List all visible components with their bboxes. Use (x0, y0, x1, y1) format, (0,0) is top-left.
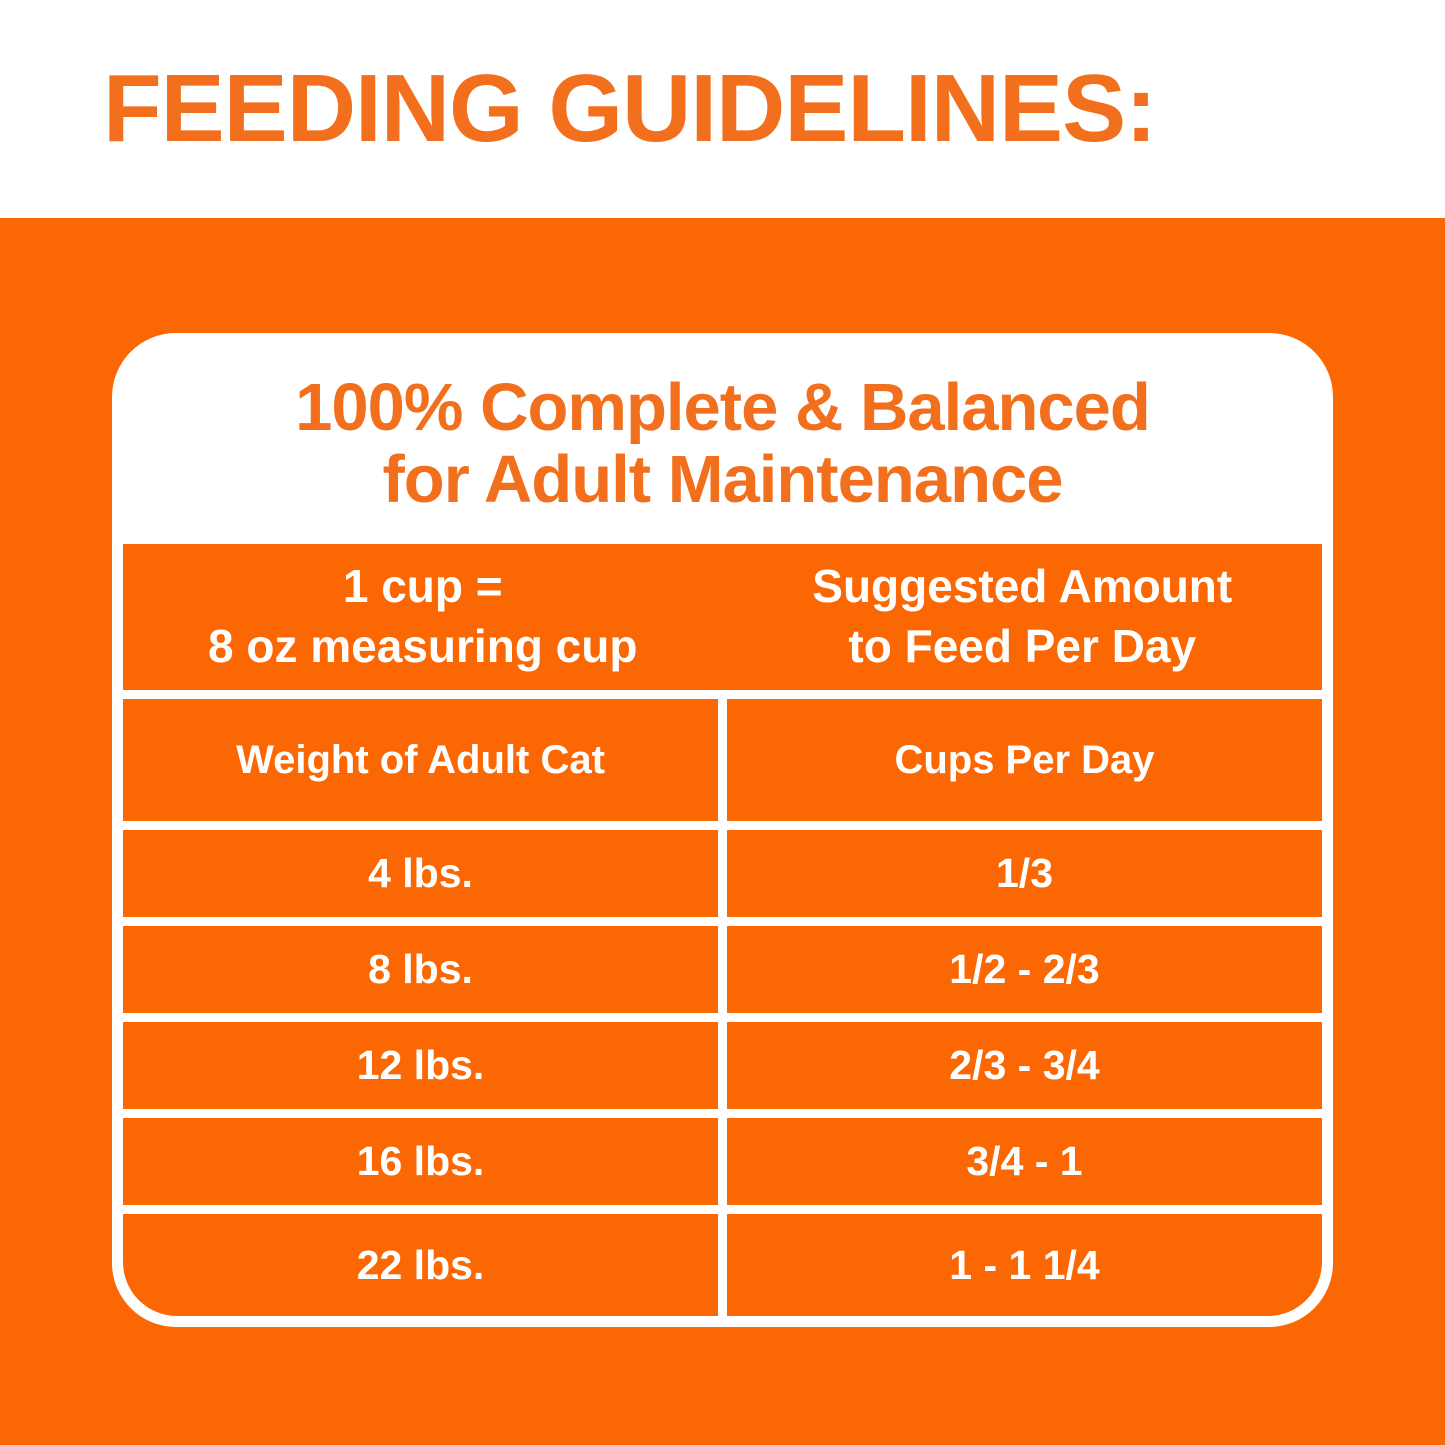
table-info-row: 1 cup = 8 oz measuring cup Suggested Amo… (123, 544, 1322, 690)
table-row-weight: 8 lbs. (123, 926, 718, 1013)
card-heading-line1: 100% Complete & Balanced (295, 370, 1151, 446)
suggested-amount-header: Suggested Amount to Feed Per Day (723, 557, 1323, 677)
suggested-amount-line1: Suggested Amount (812, 560, 1233, 613)
orange-background: 100% Complete & Balanced for Adult Maint… (0, 218, 1445, 1445)
table-row-cups: 2/3 - 3/4 (727, 1022, 1322, 1109)
column-header-weight: Weight of Adult Cat (123, 699, 718, 821)
cup-definition: 1 cup = 8 oz measuring cup (123, 557, 723, 677)
card-heading-line2: for Adult Maintenance (382, 442, 1063, 517)
card-heading: 100% Complete & Balanced for Adult Maint… (123, 344, 1322, 544)
cup-definition-line1: 1 cup = (342, 560, 503, 613)
table-row-weight: 12 lbs. (123, 1022, 718, 1109)
column-header-cups: Cups Per Day (727, 699, 1322, 821)
table-row-cups: 1/3 (727, 830, 1322, 917)
table-row-weight: 4 lbs. (123, 830, 718, 917)
table-row-cups: 3/4 - 1 (727, 1118, 1322, 1205)
table-row-cups: 1 - 1 1/4 (727, 1214, 1322, 1316)
suggested-amount-line2: to Feed Per Day (848, 620, 1197, 672)
table-row-cups: 1/2 - 2/3 (727, 926, 1322, 1013)
page-title: FEEDING GUIDELINES: (103, 55, 1157, 162)
table-row-weight: 22 lbs. (123, 1214, 718, 1316)
guidelines-card: 100% Complete & Balanced for Adult Maint… (112, 333, 1333, 1327)
table-row-weight: 16 lbs. (123, 1118, 718, 1205)
top-band: FEEDING GUIDELINES: (0, 0, 1445, 218)
feeding-table: 1 cup = 8 oz measuring cup Suggested Amo… (123, 544, 1322, 1316)
cup-definition-line2: 8 oz measuring cup (208, 620, 638, 672)
